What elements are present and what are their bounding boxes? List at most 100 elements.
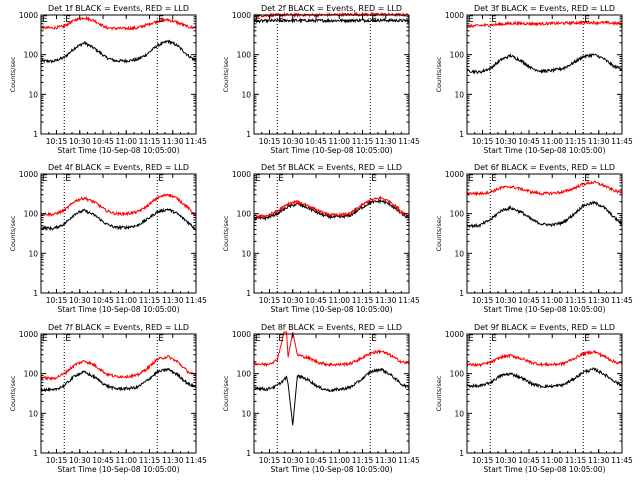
marker-label: E — [42, 15, 48, 25]
plot-frame — [40, 173, 197, 294]
y-tick-label: 10 — [241, 90, 251, 99]
x-tick-label: 10:15 — [472, 456, 494, 465]
marker-label: E — [158, 334, 164, 344]
panel-title: Det 8f BLACK = Events, RED = LLD — [261, 323, 402, 332]
marker-label: E — [42, 174, 48, 184]
x-tick-label: 11:30 — [162, 296, 184, 305]
marker-label: E — [65, 174, 71, 184]
series-group — [40, 192, 197, 232]
y-axis-label: Counts/sec — [222, 375, 230, 411]
series-line-events — [466, 200, 623, 229]
x-tick-label: 10:45 — [305, 456, 327, 465]
marker-label: E — [371, 334, 377, 344]
marker-label: E — [255, 174, 261, 184]
y-tick-label: 1 — [33, 449, 38, 458]
series-group — [40, 15, 197, 64]
series-group — [40, 355, 197, 393]
panel-title: Det 4f BLACK = Events, RED = LLD — [48, 163, 189, 172]
y-tick-label: 10 — [28, 90, 38, 99]
x-tick-label: 11:00 — [541, 137, 563, 146]
x-tick-label: 11:15 — [139, 296, 161, 305]
plot-frame — [253, 173, 410, 294]
y-tick-label: 10 — [454, 409, 464, 418]
marker-label: E — [42, 334, 48, 344]
plot-frame — [253, 14, 410, 135]
y-axis-label: Counts/sec — [435, 215, 443, 251]
x-tick-label: 10:45 — [92, 296, 114, 305]
y-axis-label: Counts/sec — [9, 215, 17, 251]
panel-title: Det 1f BLACK = Events, RED = LLD — [48, 4, 189, 13]
y-tick-label: 10 — [454, 249, 464, 258]
y-axis-label: Counts/sec — [435, 56, 443, 92]
marker-label: E — [584, 174, 590, 184]
x-tick-label: 11:00 — [541, 296, 563, 305]
y-tick-label: 10 — [28, 249, 38, 258]
x-tick-label: 10:45 — [92, 137, 114, 146]
x-axis-label: Start Time (10-Sep-08 10:05:00) — [58, 146, 180, 155]
y-tick-label: 1 — [246, 289, 251, 298]
series-line-events — [40, 207, 197, 232]
series-line-events — [253, 17, 410, 24]
x-tick-label: 10:15 — [46, 456, 68, 465]
x-tick-label: 10:45 — [518, 296, 540, 305]
y-tick-label: 1000 — [232, 170, 251, 179]
x-tick-label: 11:45 — [611, 296, 633, 305]
marker-label: E — [278, 15, 284, 25]
series-line-lld — [253, 195, 410, 219]
series-line-lld — [40, 15, 197, 32]
series-group — [253, 195, 410, 222]
y-axis-label: Counts/sec — [9, 56, 17, 92]
x-tick-label: 11:45 — [398, 137, 420, 146]
x-tick-label: 11:45 — [611, 137, 633, 146]
series-group — [466, 19, 623, 75]
x-tick-label: 11:15 — [352, 456, 374, 465]
x-tick-label: 11:15 — [139, 137, 161, 146]
marker-label: E — [491, 334, 497, 344]
x-tick-label: 11:30 — [588, 296, 610, 305]
x-axis-label: Start Time (10-Sep-08 10:05:00) — [58, 465, 180, 474]
x-axis-label: Start Time (10-Sep-08 10:05:00) — [484, 146, 606, 155]
y-tick-label: 1 — [459, 449, 464, 458]
series-line-events — [40, 367, 197, 393]
marker-label: E — [491, 174, 497, 184]
x-tick-label: 11:00 — [541, 456, 563, 465]
marker-label: E — [255, 15, 261, 25]
y-axis-label: Counts/sec — [222, 56, 230, 92]
marker-label: E — [65, 15, 71, 25]
marker-label: E — [65, 334, 71, 344]
x-tick-label: 10:30 — [282, 456, 304, 465]
series-line-lld — [466, 349, 623, 368]
y-tick-label: 1000 — [19, 11, 38, 20]
x-tick-label: 10:45 — [518, 456, 540, 465]
series-line-lld — [40, 355, 197, 381]
x-tick-label: 10:15 — [46, 296, 68, 305]
y-tick-label: 1 — [246, 130, 251, 139]
x-tick-label: 10:30 — [282, 296, 304, 305]
plot-frame — [466, 333, 623, 454]
marker-label: E — [158, 15, 164, 25]
y-axis-label: Counts/sec — [435, 375, 443, 411]
x-tick-label: 10:30 — [495, 137, 517, 146]
series-line-events — [253, 367, 410, 426]
x-tick-label: 10:15 — [259, 137, 281, 146]
y-tick-label: 1000 — [445, 330, 464, 339]
y-tick-label: 10 — [28, 409, 38, 418]
x-tick-label: 10:15 — [472, 137, 494, 146]
y-tick-label: 100 — [237, 370, 252, 379]
panel-title: Det 3f BLACK = Events, RED = LLD — [474, 4, 615, 13]
x-tick-label: 11:30 — [588, 137, 610, 146]
panel-title: Det 2f BLACK = Events, RED = LLD — [261, 4, 402, 13]
x-tick-label: 11:30 — [375, 296, 397, 305]
x-tick-label: 11:00 — [115, 137, 137, 146]
marker-label: E — [468, 334, 474, 344]
y-tick-label: 100 — [237, 51, 252, 60]
x-tick-label: 10:30 — [69, 296, 91, 305]
y-tick-label: 1000 — [19, 170, 38, 179]
